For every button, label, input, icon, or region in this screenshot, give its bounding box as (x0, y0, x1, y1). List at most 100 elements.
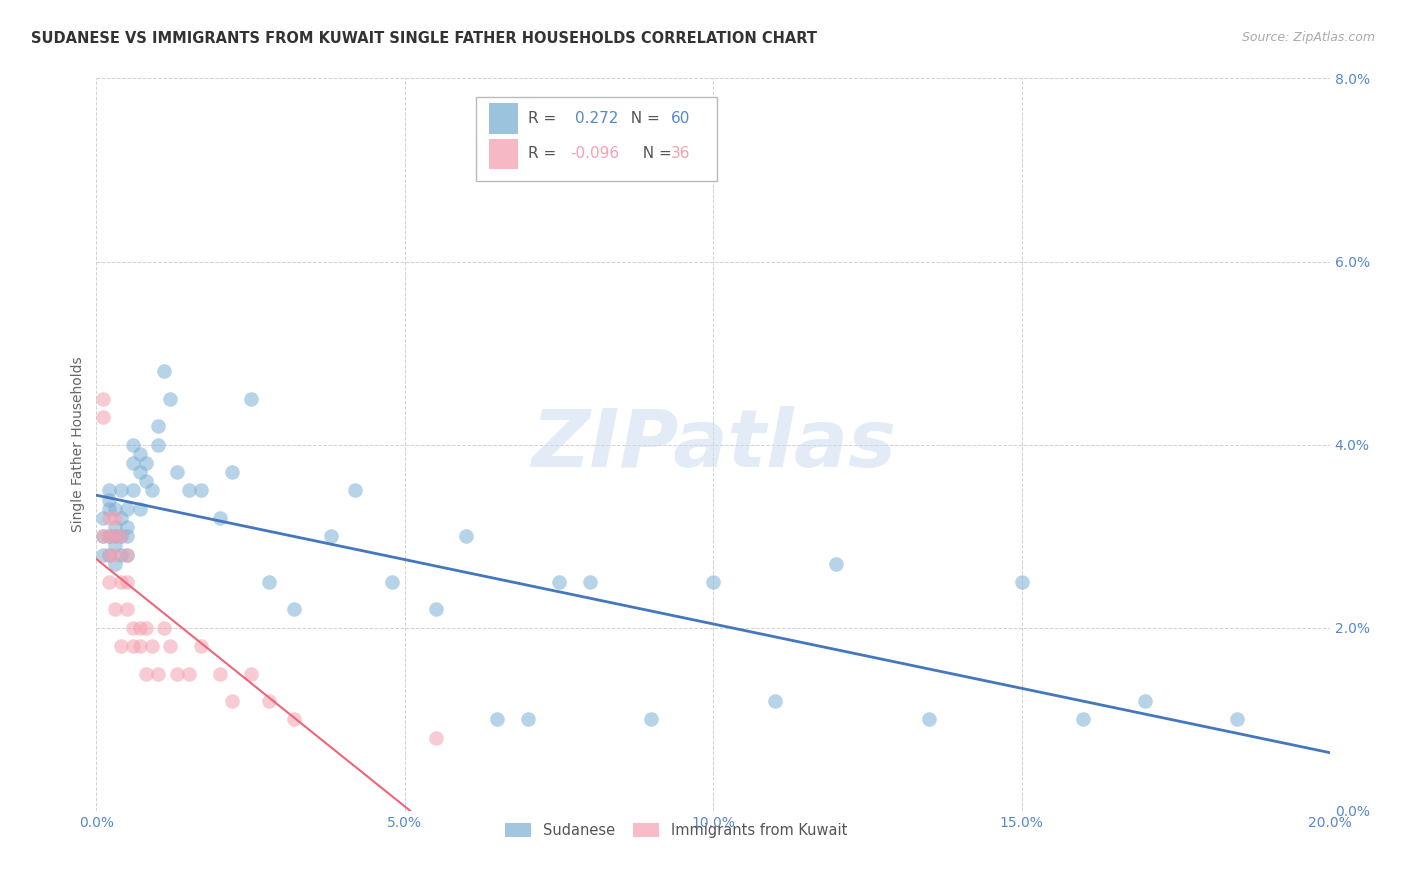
Text: 36: 36 (671, 146, 690, 161)
Point (135, 621, 157, 635)
Point (257, 574, 280, 589)
Point (135, 475, 157, 489)
Point (91, 410, 114, 425)
Point (104, 538, 127, 552)
Point (110, 574, 132, 589)
Legend: Sudanese, Immigrants from Kuwait: Sudanese, Immigrants from Kuwait (499, 817, 853, 844)
Point (97, 501, 120, 516)
Text: 0.272: 0.272 (575, 112, 619, 127)
Point (640, 712, 662, 726)
Text: ZIPatlas: ZIPatlas (530, 406, 896, 483)
Point (97, 511, 120, 525)
Point (141, 639, 163, 653)
Text: SUDANESE VS IMMIGRANTS FROM KUWAIT SINGLE FATHER HOUSEHOLDS CORRELATION CHART: SUDANESE VS IMMIGRANTS FROM KUWAIT SINGL… (31, 31, 817, 46)
Text: R =: R = (529, 112, 561, 127)
Point (110, 483, 132, 498)
Text: N =: N = (620, 112, 664, 127)
Point (135, 666, 157, 681)
Point (115, 548, 138, 562)
Point (1071, 712, 1094, 726)
Point (548, 574, 571, 589)
Point (159, 639, 181, 653)
Point (110, 639, 132, 653)
Point (146, 666, 169, 681)
Point (1226, 712, 1249, 726)
Point (110, 548, 132, 562)
Point (122, 621, 145, 635)
Bar (489, 138, 519, 169)
Point (283, 602, 305, 616)
Point (190, 483, 212, 498)
Point (456, 529, 478, 543)
Point (115, 520, 138, 534)
Text: -0.096: -0.096 (569, 146, 619, 161)
Point (221, 465, 243, 479)
Point (115, 501, 138, 516)
Point (104, 529, 127, 543)
Point (115, 548, 138, 562)
Point (97, 529, 120, 543)
Point (110, 529, 132, 543)
Text: R =: R = (529, 146, 561, 161)
Point (166, 465, 188, 479)
Point (702, 574, 724, 589)
Point (128, 465, 150, 479)
Point (146, 437, 169, 451)
Point (122, 483, 145, 498)
Point (141, 483, 163, 498)
Point (97, 483, 120, 498)
Point (177, 483, 200, 498)
Point (115, 574, 138, 589)
Point (91, 392, 114, 406)
Point (115, 529, 138, 543)
Point (1133, 694, 1156, 708)
Point (97, 548, 120, 562)
Point (763, 694, 786, 708)
Point (97, 529, 120, 543)
Point (486, 712, 509, 726)
Point (122, 437, 145, 451)
Point (166, 666, 188, 681)
Point (91, 511, 114, 525)
Point (104, 602, 127, 616)
Point (918, 712, 941, 726)
Point (128, 639, 150, 653)
Point (177, 666, 200, 681)
Point (381, 574, 404, 589)
Point (104, 501, 127, 516)
Text: Source: ZipAtlas.com: Source: ZipAtlas.com (1241, 31, 1375, 45)
Point (104, 511, 127, 525)
Point (135, 456, 157, 470)
Point (97, 492, 120, 507)
FancyBboxPatch shape (477, 97, 717, 181)
Point (208, 511, 231, 525)
Point (517, 712, 540, 726)
Y-axis label: Single Father Households: Single Father Households (72, 357, 86, 533)
Point (97, 548, 120, 562)
Text: 60: 60 (671, 112, 690, 127)
Point (208, 666, 231, 681)
Point (104, 548, 127, 562)
Point (91, 548, 114, 562)
Point (239, 392, 262, 406)
Point (104, 529, 127, 543)
Point (159, 392, 181, 406)
Point (128, 447, 150, 461)
Point (104, 520, 127, 534)
Point (190, 639, 212, 653)
Point (110, 529, 132, 543)
Point (91, 529, 114, 543)
Point (1011, 574, 1033, 589)
Point (239, 666, 262, 681)
Point (257, 694, 280, 708)
Point (825, 557, 848, 571)
Point (578, 574, 600, 589)
Text: N =: N = (633, 146, 676, 161)
Point (104, 557, 127, 571)
Point (319, 529, 342, 543)
Point (110, 511, 132, 525)
Point (425, 602, 447, 616)
Point (128, 621, 150, 635)
Point (283, 712, 305, 726)
Point (146, 419, 169, 434)
